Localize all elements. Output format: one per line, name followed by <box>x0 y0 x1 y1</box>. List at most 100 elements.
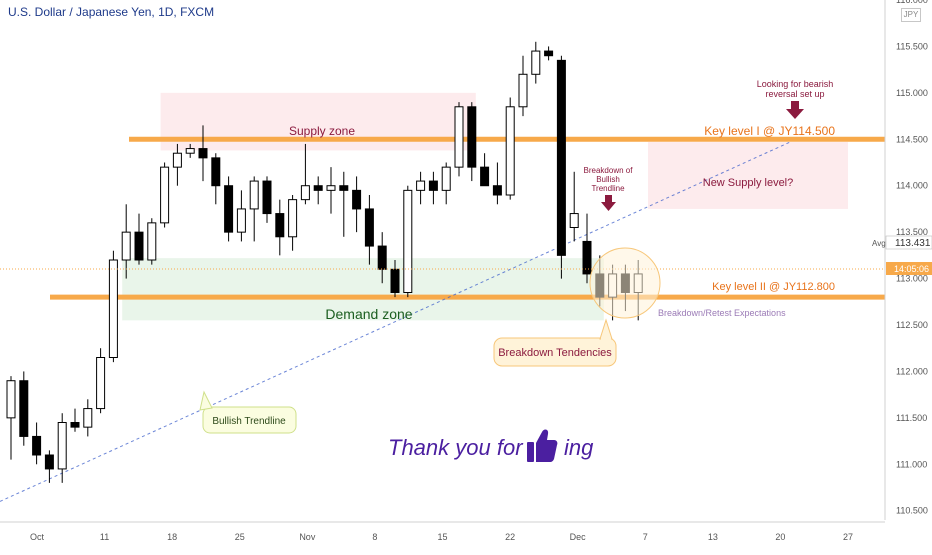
candle-body <box>44 454 54 470</box>
candle-body <box>134 231 144 261</box>
candle-body <box>198 148 208 159</box>
candle-body <box>467 106 477 168</box>
trendline-layer <box>0 141 791 502</box>
x-tick-label: 27 <box>843 532 853 542</box>
candle-body <box>454 106 464 168</box>
candle-body <box>505 106 515 196</box>
x-tick-label: 7 <box>643 532 648 542</box>
avg-value: 113.431 <box>895 238 931 249</box>
time-axis[interactable]: Oct 11 18 25 Nov 8 15 22 Dec 7 13 20 27 <box>0 521 885 542</box>
y-tick-labels: 110.500 111.000 111.500 112.000 112.500 113.0… <box>896 0 928 516</box>
candle-body <box>108 259 118 358</box>
new-supply-label: New Supply level? <box>703 177 794 189</box>
thank-you-suffix: ing <box>564 435 594 460</box>
avg-label: Avg <box>872 239 886 248</box>
price-axis[interactable]: 110.500 111.000 111.500 112.000 112.500 113.0… <box>884 0 932 550</box>
x-tick-label: 22 <box>505 532 515 542</box>
y-tick-label: 114.500 <box>896 134 928 144</box>
x-tick-label: 18 <box>167 532 177 542</box>
highlight-circle <box>589 247 661 319</box>
x-tick-label: Oct <box>30 532 45 542</box>
chart-title: U.S. Dollar / Japanese Yen, 1D, FXCM <box>8 5 215 19</box>
breakdown-text-2: Bullish <box>596 175 620 184</box>
x-tick-label: 20 <box>775 532 785 542</box>
current-price-value: 14:05:06 <box>894 264 929 274</box>
y-tick-label: 110.500 <box>896 506 928 516</box>
x-tick-label: 8 <box>372 532 377 542</box>
bullish-trendline-callout: Bullish Trendline <box>199 390 297 434</box>
x-tick-label: 15 <box>437 532 447 542</box>
candle-body <box>160 166 170 224</box>
candle-body <box>352 189 362 210</box>
x-tick-label: 25 <box>235 532 245 542</box>
down-arrow-icon <box>786 101 804 119</box>
key-level-2-label: Key level II @ JY112.800 <box>712 281 835 293</box>
y-tick-label: 113.000 <box>896 274 928 284</box>
looking-for-text-2: reversal set up <box>765 89 824 99</box>
candle-body <box>300 185 310 201</box>
candle-body <box>582 240 592 275</box>
breakdown-tendencies-callout: Breakdown Tendencies <box>493 318 617 367</box>
candle-body <box>19 380 29 437</box>
key-level-1-label: Key level I @ JY114.500 <box>704 124 835 138</box>
candle-body <box>32 435 42 456</box>
supply-zone-label: Supply zone <box>289 124 355 138</box>
candle-body <box>364 208 374 247</box>
y-tick-label: 112.000 <box>896 366 928 376</box>
candle-body <box>249 180 259 210</box>
thumbs-up-icon <box>527 429 558 462</box>
candle-body <box>480 166 490 187</box>
candle-body <box>569 213 579 228</box>
candle-body <box>544 50 554 57</box>
candle-body <box>428 180 438 191</box>
y-tick-label: 111.000 <box>896 459 927 469</box>
x-tick-label: Dec <box>570 532 587 542</box>
candle-body <box>211 157 221 187</box>
y-tick-label: 116.000 <box>896 0 928 5</box>
breakdown-text-3: Trendline <box>591 184 625 193</box>
new-supply-zone <box>648 142 848 209</box>
candle-body <box>236 208 246 233</box>
y-tick-label: 115.500 <box>896 41 928 51</box>
down-arrow-icon <box>601 195 616 211</box>
candle-body <box>172 152 182 168</box>
candle-body <box>70 422 80 428</box>
breakdown-tendencies-label: Breakdown Tendencies <box>498 347 612 359</box>
x-tick-label: Nov <box>299 532 316 542</box>
candle-body <box>275 213 285 238</box>
candle-body <box>96 357 106 410</box>
candle-body <box>377 245 387 270</box>
candle-body <box>518 73 528 108</box>
candle-body <box>403 189 413 294</box>
y-tick-label: 112.500 <box>896 320 928 330</box>
candle-body <box>313 185 323 191</box>
currency-badge[interactable]: JPY <box>901 8 921 22</box>
thank-you-text: Thank you for <box>388 435 524 460</box>
candle-body <box>147 222 157 261</box>
avg-badge <box>885 235 932 250</box>
y-tick-label: 113.500 <box>896 227 928 237</box>
candle-body <box>57 422 67 470</box>
candle-body <box>531 50 541 75</box>
supply-zone <box>160 92 476 151</box>
x-tick-label: 11 <box>100 532 109 542</box>
x-tick-labels: Oct 11 18 25 Nov 8 15 22 Dec 7 13 20 27 <box>30 532 853 542</box>
candle-body <box>185 148 195 154</box>
candle-body <box>492 185 502 196</box>
candle-body <box>339 185 349 191</box>
candle-body <box>224 185 234 233</box>
candle-body <box>326 185 336 191</box>
looking-for-text-1: Looking for bearish <box>757 79 834 89</box>
retest-label: Breakdown/Retest Expectations <box>658 308 786 318</box>
demand-zone-label: Demand zone <box>325 306 412 322</box>
candle-body <box>441 166 451 191</box>
y-tick-label: 114.000 <box>896 181 928 191</box>
candle-body <box>390 268 400 293</box>
current-price-badge <box>886 262 932 275</box>
bullish-trendline-label: Bullish Trendline <box>212 416 286 427</box>
candle-body <box>83 408 93 428</box>
y-tick-label: 115.000 <box>896 88 928 98</box>
breakdown-text-1: Breakdown of <box>584 166 634 175</box>
